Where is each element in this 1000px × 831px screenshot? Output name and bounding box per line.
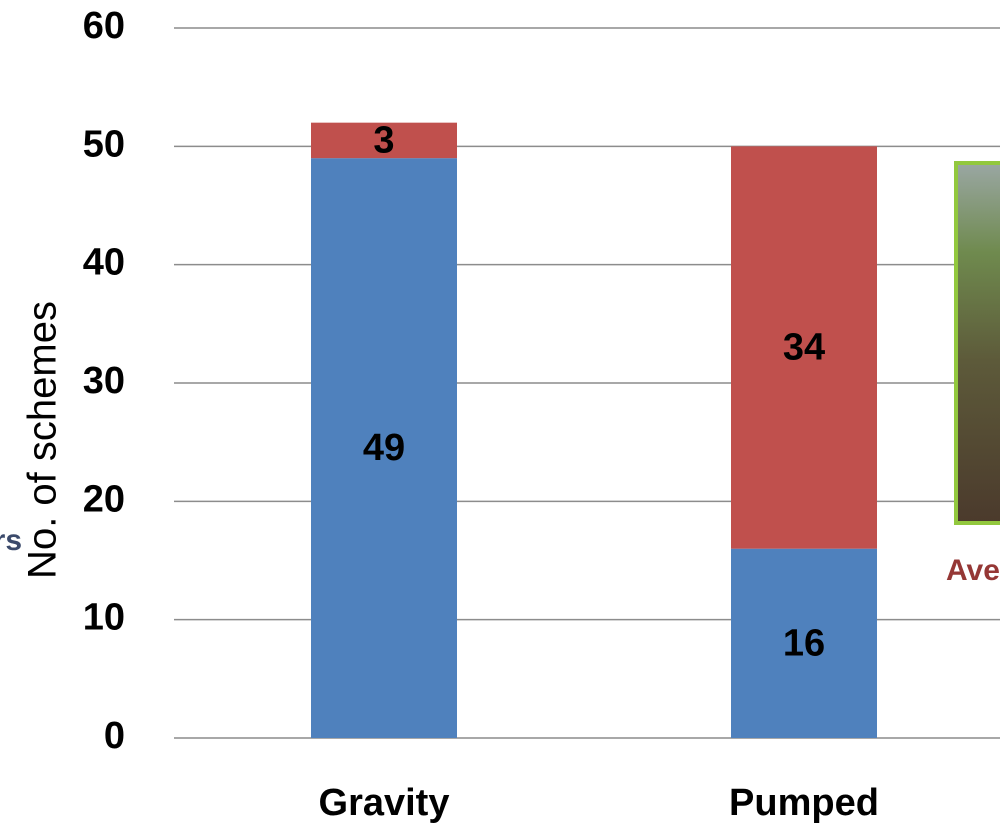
annotation: Ave xyxy=(946,554,1000,587)
annotation: rs xyxy=(0,524,22,557)
data-label: 34 xyxy=(783,327,825,369)
data-label: 16 xyxy=(783,622,825,664)
y-tick-label: 30 xyxy=(83,360,125,402)
photo xyxy=(954,161,1000,525)
bar-segment xyxy=(311,158,457,738)
y-tick-label: 10 xyxy=(83,597,125,639)
x-tick-label: Pumped xyxy=(729,782,879,824)
data-label: 3 xyxy=(373,119,394,161)
y-tick-label: 20 xyxy=(83,478,125,520)
bar-segment xyxy=(311,122,457,159)
bar-segment xyxy=(731,146,877,549)
y-tick-label: 50 xyxy=(83,123,125,165)
y-tick-label: 60 xyxy=(83,5,125,47)
y-tick-label: 0 xyxy=(104,715,125,757)
y-axis-title: No. of schemes xyxy=(21,301,65,579)
bar-segment xyxy=(731,548,877,738)
y-tick-label: 40 xyxy=(83,242,125,284)
data-label: 49 xyxy=(363,427,405,469)
x-tick-label: Gravity xyxy=(319,782,450,824)
